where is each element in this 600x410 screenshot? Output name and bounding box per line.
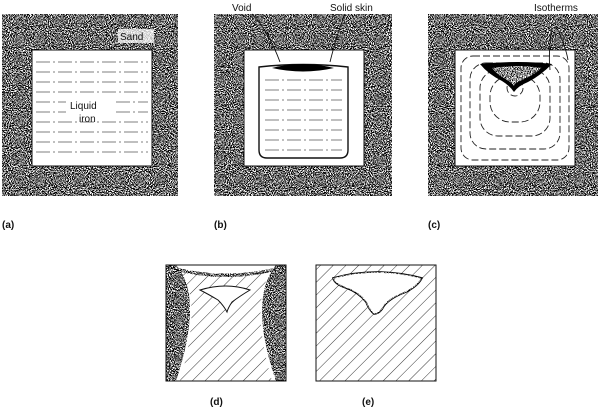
void-leader: [251, 13, 281, 63]
liquid-lines-a: [36, 61, 148, 153]
panel-c: Isotherms (c): [428, 0, 600, 231]
liquid-lines-b: [265, 79, 342, 151]
porosity-c: [492, 66, 542, 86]
sand-label: Sand: [120, 32, 143, 43]
isotherm-leader-2: [548, 29, 553, 71]
internal-void-d: [206, 288, 244, 309]
solid-skin-label: Solid skin: [330, 3, 373, 14]
panel-label-a: (a): [2, 220, 14, 231]
casting-d-outline: [165, 264, 287, 382]
panel-label-e: (e): [362, 397, 374, 408]
panel-a: Sand Liquid iron (a): [2, 14, 178, 231]
panel-d: (d): [165, 264, 287, 408]
casting-cavity-a: [31, 49, 153, 167]
solid-skin: [258, 63, 349, 159]
iron-label: iron: [79, 114, 96, 125]
skin-leader: [329, 13, 346, 63]
solid-iron-d: [178, 268, 274, 381]
panel-e: (e): [315, 264, 437, 408]
panel-label-c: (c): [428, 220, 440, 231]
isotherms-label: Isotherms: [534, 3, 578, 14]
liquid-label: Liquid: [70, 101, 97, 112]
sand-penetration-d: [166, 265, 286, 381]
void-shape: [272, 64, 334, 72]
panel-label-d: (d): [210, 397, 223, 408]
panel-b: Void Solid skin (b): [214, 3, 392, 231]
void-label: Void: [232, 3, 251, 14]
panel-label-b: (b): [214, 220, 227, 231]
isotherm-leader-1: [557, 29, 569, 61]
shrinkage-cavity-e: [333, 272, 422, 314]
